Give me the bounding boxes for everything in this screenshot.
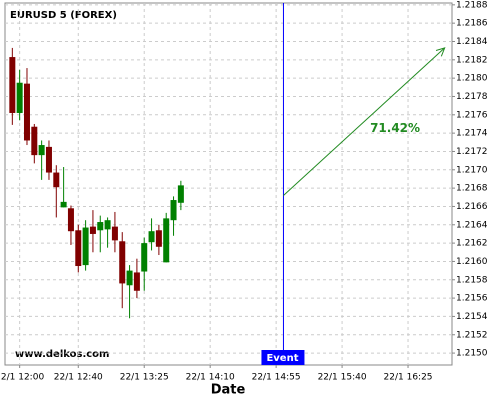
y-tick-label: 1.2158 <box>456 275 488 285</box>
x-tick-label: 22/1 16:25 <box>384 373 433 383</box>
y-tick-label: 1.2186 <box>456 19 488 29</box>
watermark: www.delkos.com <box>15 349 109 360</box>
projection-label: 71.42% <box>370 121 420 135</box>
x-tick-label: 22/1 15:40 <box>318 373 367 383</box>
y-tick-label: 1.2170 <box>456 165 488 175</box>
candle-body <box>141 243 148 272</box>
candle-body <box>82 227 89 266</box>
candle-body <box>23 83 30 141</box>
y-tick-label: 1.2166 <box>456 202 488 212</box>
candle-body <box>67 208 74 232</box>
candle-body <box>45 146 52 173</box>
candle-body <box>163 218 170 263</box>
y-tick-label: 1.2154 <box>456 312 488 322</box>
y-tick-label: 1.2174 <box>456 129 488 139</box>
y-tick-label: 1.2152 <box>456 330 488 340</box>
x-tick-label: 22/1 12:40 <box>54 373 103 383</box>
candle-body <box>9 57 16 113</box>
plot-area <box>4 2 453 366</box>
candle-body <box>38 145 45 156</box>
candle-body <box>104 220 111 230</box>
x-tick-label: 22/1 14:10 <box>186 373 235 383</box>
y-tick-label: 1.2164 <box>456 220 488 230</box>
candle-body <box>31 126 38 156</box>
y-tick-label: 1.2160 <box>456 257 488 267</box>
y-tick-label: 1.2150 <box>456 349 488 359</box>
candle-body <box>148 231 155 243</box>
event-label: Event <box>266 353 298 364</box>
x-tick-label: 22/1 13:25 <box>120 373 169 383</box>
y-tick-label: 1.2168 <box>456 184 488 194</box>
event-label-box <box>261 350 305 365</box>
candle-body <box>126 270 133 286</box>
x-tick-label: 22/1 12:00 <box>0 373 44 383</box>
y-tick-label: 1.2184 <box>456 37 488 47</box>
candle-body <box>53 172 60 188</box>
y-tick-label: 1.2182 <box>456 55 488 65</box>
y-tick-label: 1.2162 <box>456 239 488 249</box>
candle-body <box>75 230 82 267</box>
candle-body <box>60 201 67 208</box>
candle-body <box>119 241 126 284</box>
y-tick-label: 1.2180 <box>456 74 488 84</box>
candle-body <box>177 185 184 203</box>
y-tick-label: 1.2176 <box>456 110 488 120</box>
y-tick-label: 1.2188 <box>456 0 488 10</box>
y-tick-label: 1.2156 <box>456 294 488 304</box>
arrow-head <box>435 47 446 57</box>
candle-body <box>133 272 140 291</box>
candle-body <box>89 226 96 234</box>
x-axis-label: Date <box>211 383 246 398</box>
candle-body <box>170 200 177 221</box>
candle-body <box>16 82 23 113</box>
x-tick-label: 22/1 14:55 <box>252 373 301 383</box>
projection-arrow <box>283 47 446 196</box>
chart-title: EURUSD 5 (FOREX) <box>10 10 117 21</box>
candle-body <box>97 222 104 231</box>
candle-body <box>155 230 162 247</box>
y-tick-label: 1.2178 <box>456 92 488 102</box>
candle-body <box>111 226 118 241</box>
y-tick-label: 1.2172 <box>456 147 488 157</box>
